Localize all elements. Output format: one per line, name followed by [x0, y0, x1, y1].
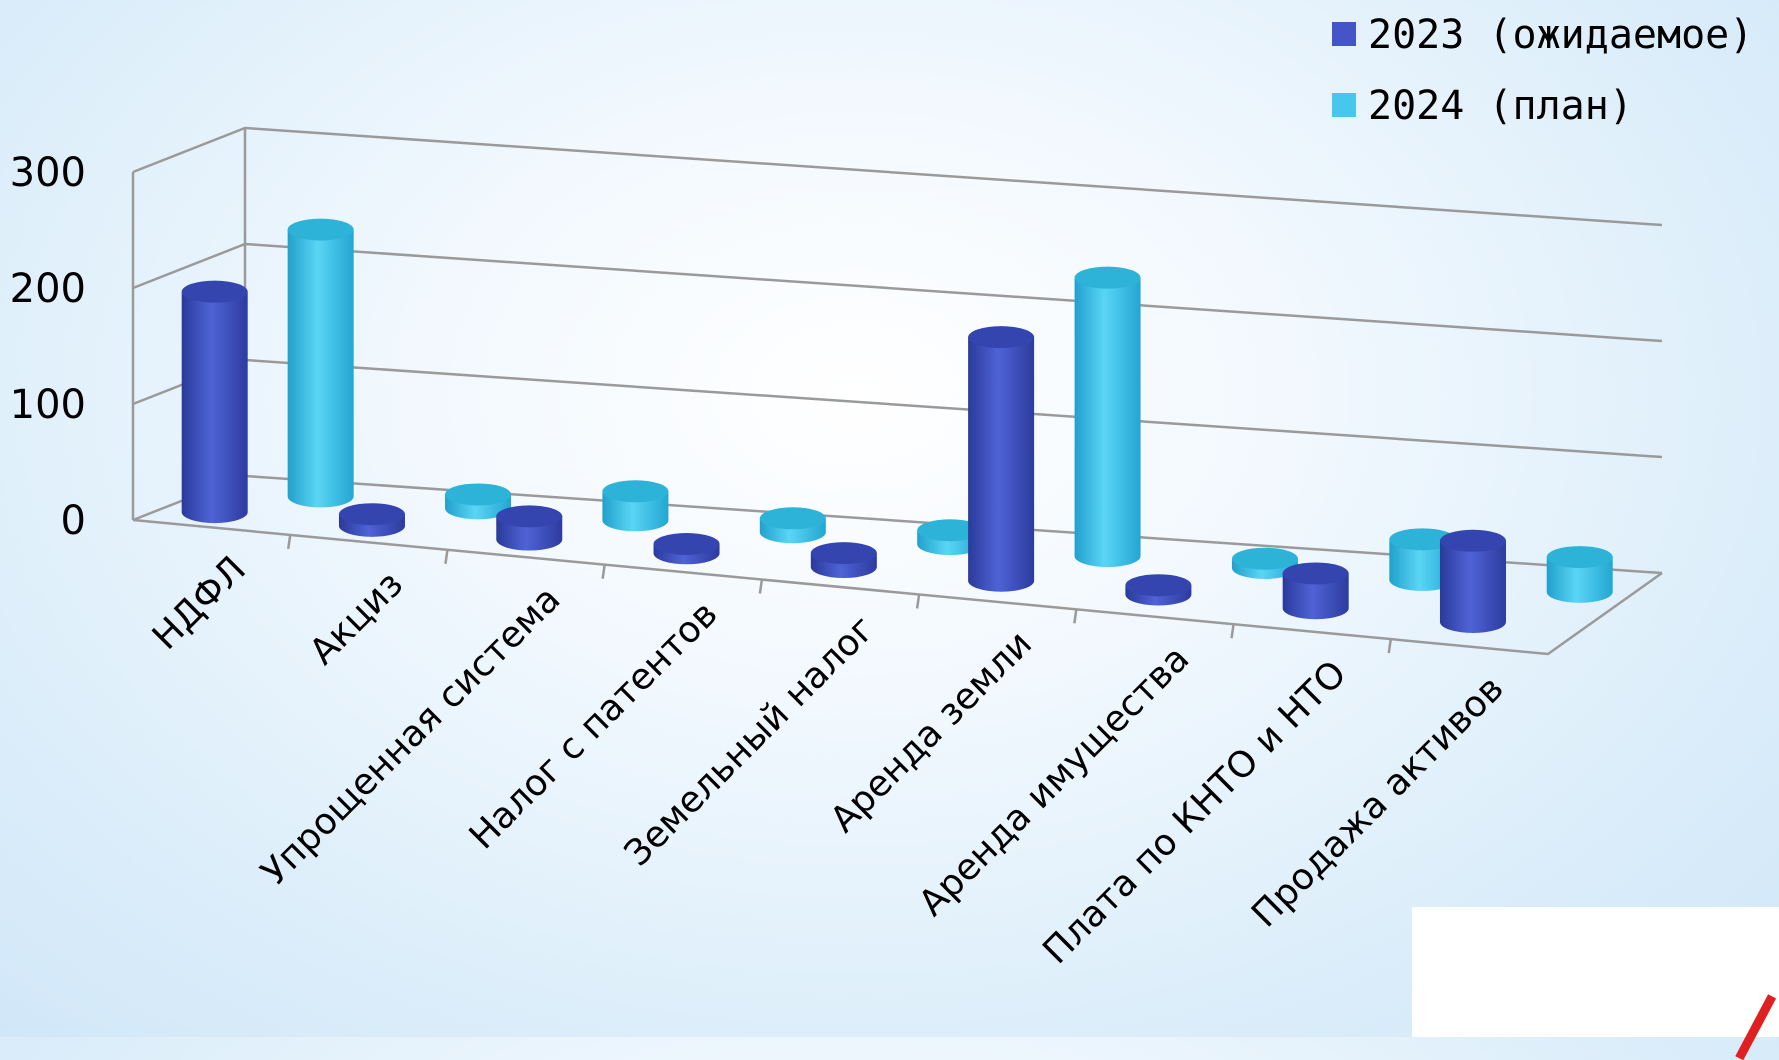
x-tick-mark — [1230, 624, 1235, 639]
bar — [338, 503, 405, 537]
gridline — [132, 126, 1663, 227]
x-tick-mark — [601, 564, 606, 579]
bar — [1231, 547, 1298, 580]
x-tick-mark — [1073, 609, 1078, 624]
bar — [1074, 266, 1141, 568]
x-category-label: НДФЛ — [145, 549, 254, 658]
legend-label: 2024 (план) — [1368, 83, 1633, 129]
gridline — [132, 242, 1663, 343]
x-tick-mark — [444, 549, 449, 564]
bar — [496, 505, 563, 551]
bar — [602, 480, 669, 532]
bar — [181, 280, 248, 524]
bar — [1125, 574, 1192, 606]
bar — [1546, 546, 1613, 603]
bar — [1282, 562, 1349, 620]
decorative-corner — [1412, 907, 1779, 1037]
gridline — [132, 358, 1663, 459]
bar — [917, 519, 984, 556]
x-category-label: Упрощенная система — [254, 579, 569, 894]
x-category-label: Акциз — [302, 564, 411, 673]
bar — [1439, 529, 1506, 633]
x-tick-mark — [758, 579, 764, 594]
y-axis-ticks: 0 100 200 300 — [10, 150, 86, 544]
x-tick-mark — [286, 534, 292, 550]
x-tick-mark — [915, 594, 921, 609]
legend: 2023 (ожидаемое) 2024 (план) — [1332, 12, 1753, 129]
bars — [181, 218, 1613, 633]
x-category-label: Плата по КНТО и НТО — [1035, 653, 1354, 972]
bar — [287, 218, 354, 508]
y-tick-label: 0 — [61, 498, 86, 544]
y-tick-label: 200 — [10, 266, 86, 312]
legend-label: 2023 (ожидаемое) — [1368, 12, 1753, 58]
bar — [1389, 528, 1456, 591]
y-tick-label: 100 — [10, 382, 86, 428]
bar — [653, 533, 720, 565]
bar — [968, 326, 1035, 592]
bar — [810, 542, 877, 579]
legend-swatch — [1332, 22, 1356, 46]
bar — [759, 507, 826, 544]
x-tick-mark — [1387, 638, 1393, 654]
y-tick-label: 300 — [10, 150, 86, 196]
legend-swatch — [1332, 93, 1356, 117]
bar — [445, 483, 512, 520]
